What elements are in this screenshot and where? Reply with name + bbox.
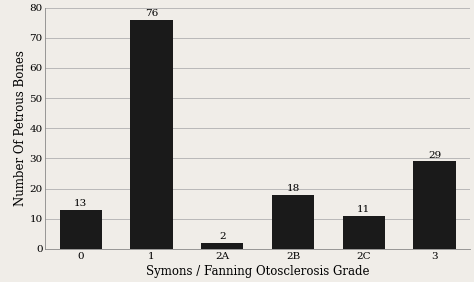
Bar [201, 243, 244, 249]
Bar [413, 162, 456, 249]
Text: 18: 18 [286, 184, 300, 193]
Bar [130, 20, 173, 249]
X-axis label: Symons / Fanning Otosclerosis Grade: Symons / Fanning Otosclerosis Grade [146, 265, 369, 278]
Text: 2: 2 [219, 232, 226, 241]
Text: 29: 29 [428, 151, 441, 160]
Text: 76: 76 [145, 9, 158, 18]
Text: 11: 11 [357, 205, 370, 214]
Bar [343, 216, 385, 249]
Bar [272, 195, 314, 249]
Bar [60, 210, 102, 249]
Y-axis label: Number Of Petrous Bones: Number Of Petrous Bones [14, 50, 27, 206]
Text: 13: 13 [74, 199, 87, 208]
